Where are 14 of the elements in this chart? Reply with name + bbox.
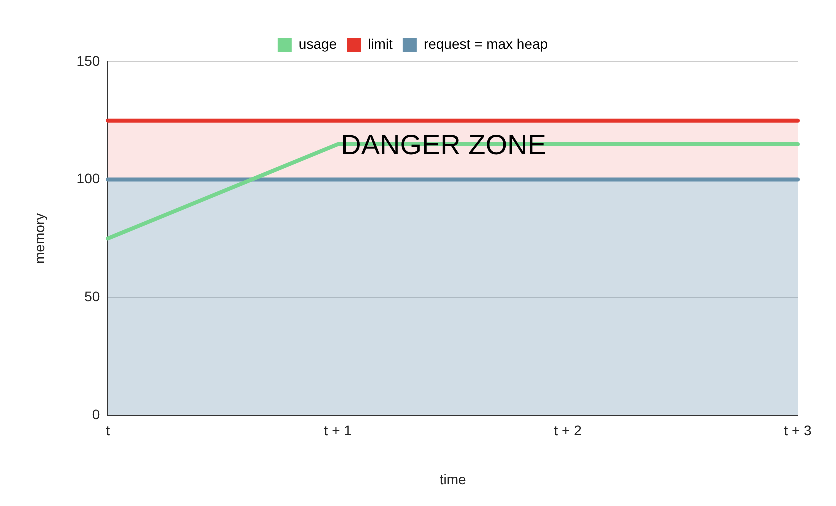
- x-tick-label: t + 1: [324, 422, 352, 439]
- y-tick-label: 100: [76, 170, 100, 187]
- x-axis-title: time: [440, 471, 467, 488]
- legend-label: usage: [298, 36, 338, 52]
- y-tick-label: 50: [84, 288, 100, 304]
- legend-label: limit: [368, 36, 394, 52]
- y-tick-label: 150: [76, 52, 100, 69]
- y-tick-label: 0: [92, 406, 100, 422]
- x-tick-label: t + 3: [784, 422, 812, 439]
- y-axis-title: memory: [31, 213, 48, 264]
- annotation: DANGER ZONE: [341, 130, 546, 161]
- x-tick-label: t + 2: [554, 422, 582, 439]
- legend-label: request = max heap: [424, 36, 548, 52]
- x-tick-label: t: [106, 422, 110, 439]
